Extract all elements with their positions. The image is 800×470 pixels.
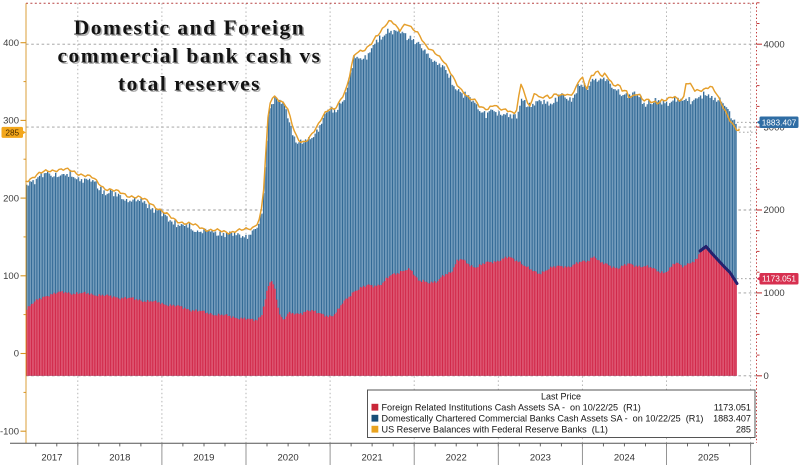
- svg-text:2020: 2020: [278, 453, 299, 464]
- svg-text:100: 100: [3, 271, 19, 282]
- svg-text:2022: 2022: [446, 453, 467, 464]
- svg-text:1883.407: 1883.407: [713, 413, 751, 423]
- svg-text:1000: 1000: [764, 288, 785, 299]
- svg-text:commercial bank cash vs: commercial bank cash vs: [57, 44, 321, 68]
- svg-text:-100: -100: [0, 426, 19, 437]
- svg-text:2019: 2019: [193, 453, 214, 464]
- svg-text:200: 200: [3, 193, 19, 204]
- svg-text:Domestic and Foreign: Domestic and Foreign: [74, 16, 305, 40]
- svg-text:Domestically Chartered Commerc: Domestically Chartered Commercial Banks …: [382, 413, 704, 423]
- svg-text:2000: 2000: [764, 205, 785, 216]
- svg-text:285: 285: [5, 127, 19, 137]
- svg-text:1883.407: 1883.407: [762, 117, 797, 127]
- svg-text:Last Price: Last Price: [541, 392, 581, 402]
- svg-text:2017: 2017: [41, 453, 62, 464]
- svg-text:2025: 2025: [698, 453, 719, 464]
- svg-text:4000: 4000: [764, 39, 785, 50]
- svg-text:total reserves: total reserves: [120, 73, 263, 97]
- svg-text:2023: 2023: [530, 453, 551, 464]
- svg-text:Domestic and Foreign: Domestic and Foreign: [75, 17, 306, 41]
- svg-text:1173.051: 1173.051: [762, 274, 796, 284]
- svg-text:285: 285: [736, 424, 751, 434]
- svg-text:2024: 2024: [614, 453, 635, 464]
- svg-text:400: 400: [3, 38, 19, 49]
- svg-text:0: 0: [764, 371, 769, 382]
- svg-text:2021: 2021: [362, 453, 383, 464]
- svg-text:total reserves: total reserves: [118, 72, 261, 96]
- svg-text:1173.051: 1173.051: [714, 402, 751, 412]
- svg-text:2018: 2018: [109, 453, 130, 464]
- svg-text:0: 0: [14, 349, 19, 360]
- svg-text:300: 300: [3, 116, 19, 127]
- svg-text:commercial bank cash vs: commercial bank cash vs: [59, 45, 323, 69]
- svg-text:Foreign Related Institutions C: Foreign Related Institutions Cash Assets…: [382, 402, 641, 412]
- svg-text:US Reserve Balances with Feder: US Reserve Balances with Federal Reserve…: [382, 424, 608, 434]
